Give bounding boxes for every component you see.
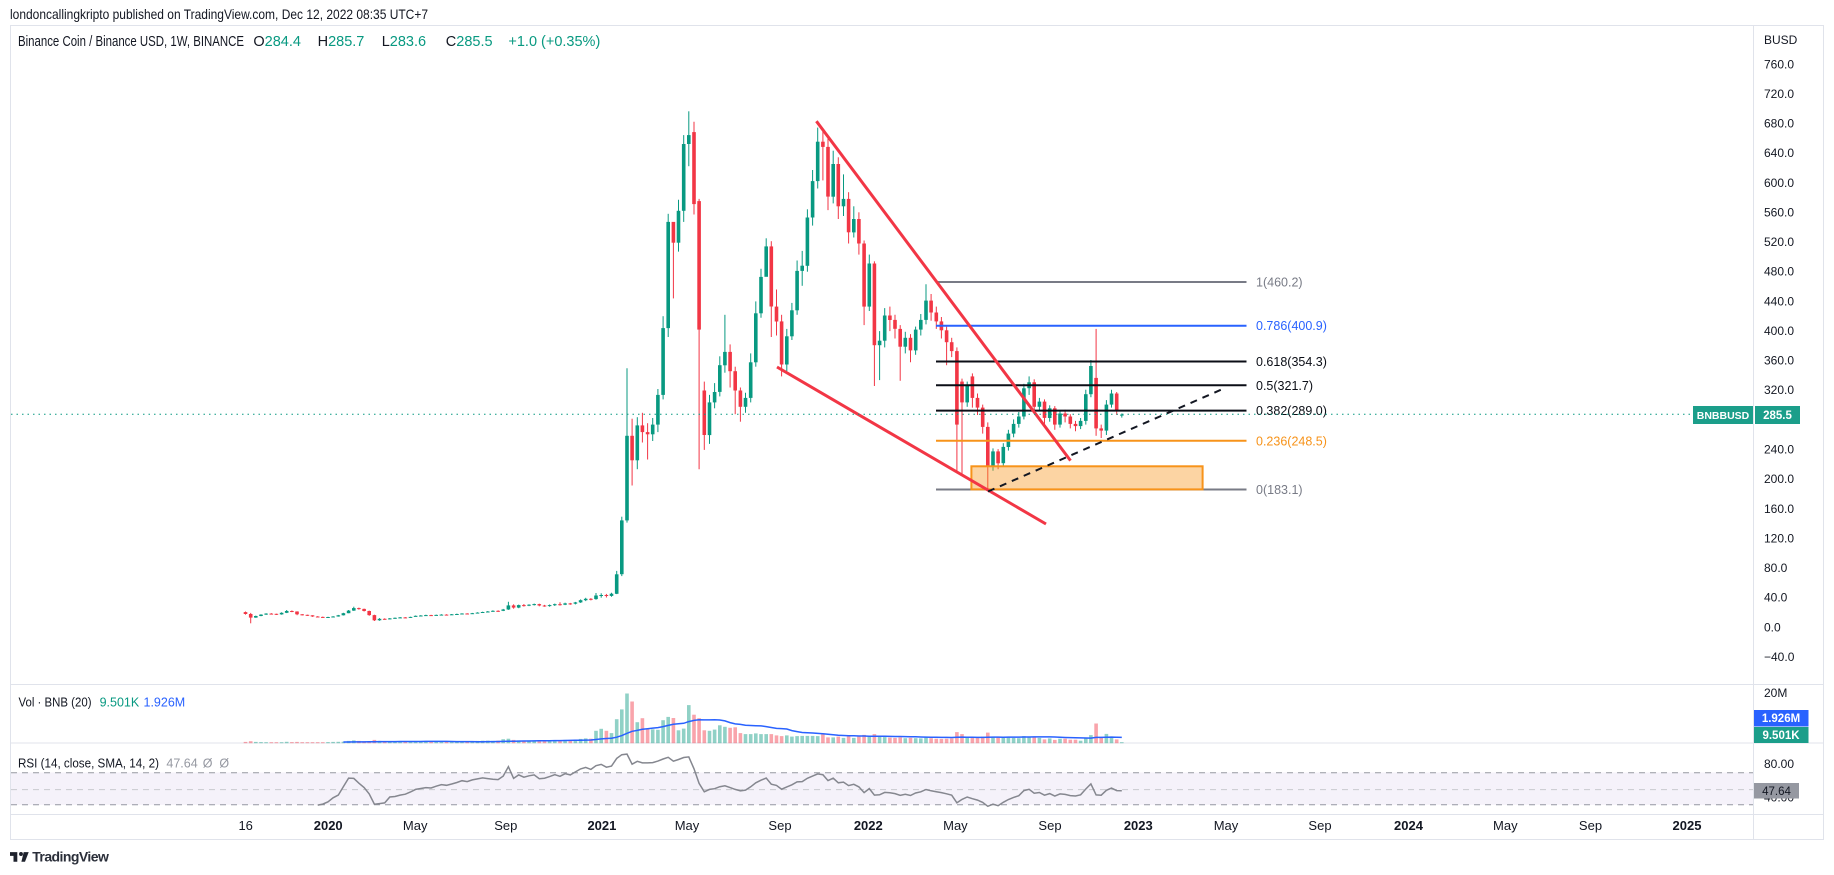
svg-text:480.0: 480.0 [1764, 265, 1794, 279]
svg-text:May: May [1214, 818, 1239, 833]
svg-text:May: May [943, 818, 968, 833]
svg-text:May: May [403, 818, 428, 833]
svg-text:2021: 2021 [587, 818, 616, 833]
svg-text:1(460.2): 1(460.2) [1256, 276, 1303, 290]
svg-text:0.5(321.7): 0.5(321.7) [1256, 379, 1313, 393]
svg-text:−40.0: −40.0 [1764, 650, 1795, 664]
svg-text:TradingView: TradingView [32, 849, 109, 865]
svg-text:May: May [1493, 818, 1518, 833]
svg-text:C285.5: C285.5 [446, 34, 493, 50]
svg-text:+1.0 (+0.35%): +1.0 (+0.35%) [508, 34, 600, 50]
svg-text:Sep: Sep [494, 818, 517, 833]
svg-text:16: 16 [238, 818, 252, 833]
svg-text:80.00: 80.00 [1764, 757, 1794, 771]
svg-text:Sep: Sep [1308, 818, 1331, 833]
svg-text:1.926M: 1.926M [1762, 713, 1800, 725]
svg-text:1.926M: 1.926M [144, 696, 186, 710]
svg-text:160.0: 160.0 [1764, 502, 1794, 516]
svg-text:320.0: 320.0 [1764, 383, 1794, 397]
svg-text:Binance Coin / Binance USD, 1W: Binance Coin / Binance USD, 1W, BINANCE [18, 34, 244, 50]
svg-text:0.382(289.0): 0.382(289.0) [1256, 404, 1327, 418]
svg-text:360.0: 360.0 [1764, 354, 1794, 368]
svg-text:2024: 2024 [1394, 818, 1424, 833]
svg-text:0.0: 0.0 [1764, 620, 1781, 634]
svg-text:9.501K: 9.501K [100, 696, 140, 710]
svg-text:47.64: 47.64 [1762, 786, 1791, 798]
svg-text:9.501K: 9.501K [1762, 730, 1800, 742]
svg-text:RSI (14, close, SMA, 14, 2): RSI (14, close, SMA, 14, 2) [18, 757, 159, 771]
svg-text:Ø Ø: Ø Ø [203, 757, 230, 771]
svg-text:H285.7: H285.7 [318, 34, 365, 50]
svg-text:400.0: 400.0 [1764, 324, 1794, 338]
svg-text:2020: 2020 [314, 818, 343, 833]
svg-text:40.0: 40.0 [1764, 591, 1788, 605]
svg-text:80.0: 80.0 [1764, 561, 1788, 575]
svg-text:120.0: 120.0 [1764, 531, 1794, 545]
svg-text:0.786(400.9): 0.786(400.9) [1256, 319, 1327, 333]
svg-text:440.0: 440.0 [1764, 294, 1794, 308]
svg-text:L283.6: L283.6 [382, 34, 426, 50]
svg-text:200.0: 200.0 [1764, 472, 1794, 486]
svg-text:560.0: 560.0 [1764, 206, 1794, 220]
svg-text:BNBBUSD: BNBBUSD [1697, 410, 1750, 422]
svg-text:O284.4: O284.4 [253, 34, 301, 50]
svg-text:600.0: 600.0 [1764, 176, 1794, 190]
svg-text:May: May [675, 818, 700, 833]
svg-text:47.64: 47.64 [166, 757, 197, 771]
svg-text:720.0: 720.0 [1764, 87, 1794, 101]
svg-text:BUSD: BUSD [1764, 33, 1798, 47]
svg-text:240.0: 240.0 [1764, 443, 1794, 457]
svg-text:Sep: Sep [1579, 818, 1602, 833]
svg-text:640.0: 640.0 [1764, 146, 1794, 160]
svg-text:760.0: 760.0 [1764, 57, 1794, 71]
svg-text:520.0: 520.0 [1764, 235, 1794, 249]
svg-text:2022: 2022 [854, 818, 883, 833]
svg-text:Sep: Sep [1038, 818, 1061, 833]
svg-text:0.236(248.5): 0.236(248.5) [1256, 434, 1327, 448]
svg-text:20M: 20M [1764, 686, 1787, 700]
svg-text:0(183.1): 0(183.1) [1256, 483, 1303, 497]
svg-text:londoncallingkripto published: londoncallingkripto published on Trading… [10, 6, 428, 22]
svg-text:Sep: Sep [768, 818, 791, 833]
svg-text:2023: 2023 [1124, 818, 1153, 833]
svg-text:0.618(354.3): 0.618(354.3) [1256, 355, 1327, 369]
svg-text:2025: 2025 [1673, 818, 1702, 833]
svg-text:Vol · BNB (20): Vol · BNB (20) [19, 696, 92, 710]
svg-text:680.0: 680.0 [1764, 117, 1794, 131]
svg-text:285.5: 285.5 [1763, 410, 1792, 422]
